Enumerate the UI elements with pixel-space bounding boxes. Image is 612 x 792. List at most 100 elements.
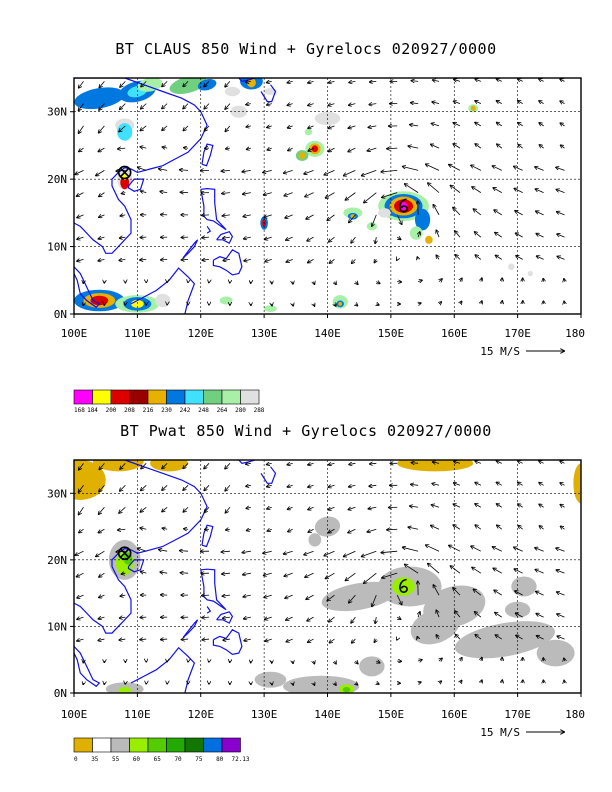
wind-vector [99, 81, 105, 87]
field-contour [117, 123, 133, 141]
wind-vector [329, 638, 335, 643]
wind-vector [436, 610, 440, 618]
wind-vector [140, 528, 147, 529]
wind-vector [305, 572, 314, 577]
wind-vector [374, 639, 376, 642]
wind-vector [120, 463, 126, 469]
wind-vector [284, 550, 293, 554]
wind-vector [397, 237, 400, 239]
gyre-location-marker [117, 165, 132, 180]
wind-vector [556, 548, 565, 552]
wind-vector [535, 570, 544, 574]
field-contour [397, 460, 474, 472]
wind-vector [539, 101, 544, 104]
wind-vector [514, 166, 523, 171]
wind-vector [183, 125, 189, 131]
wind-vector [387, 529, 398, 530]
wind-vector [428, 183, 440, 193]
lon-tick-label: 110E [124, 708, 151, 721]
wind-vector [284, 572, 293, 576]
colorbar-label: 60 [133, 756, 141, 763]
wind-vector [225, 485, 231, 490]
wind-vector [141, 103, 147, 109]
field-contour [169, 78, 207, 94]
field-contour [137, 78, 163, 92]
wind-vector [288, 126, 293, 128]
wind-vector [417, 280, 422, 281]
wind-vector [473, 589, 482, 596]
wind-vector [141, 191, 147, 193]
wind-vector [351, 236, 356, 243]
wind-vector [77, 259, 84, 261]
wind-vector [161, 259, 168, 260]
colorbar-swatch [203, 737, 223, 753]
wind-vector [77, 192, 84, 197]
wind-vector [264, 595, 272, 597]
wind-vector [539, 123, 544, 126]
wind-vector [345, 572, 356, 580]
wind-vector [265, 639, 272, 641]
colorbar-swatch [221, 389, 241, 405]
wind-vector [160, 572, 168, 573]
wind-vector [263, 551, 272, 553]
wind-vector [162, 485, 168, 490]
wind-vector [557, 614, 565, 618]
wind-vector [518, 482, 523, 485]
wind-vector [539, 526, 544, 530]
wind-vector [493, 166, 502, 171]
coastline [206, 225, 212, 234]
wind-vector [502, 301, 503, 304]
wind-vector [382, 572, 398, 578]
wind-vector [267, 529, 272, 531]
wind-vector [78, 125, 84, 133]
wind-vector [223, 639, 230, 640]
wind-vector [267, 463, 272, 464]
coastline [200, 187, 227, 231]
wind-vector [364, 192, 377, 203]
wind-vector [557, 256, 565, 260]
wind-vector [349, 485, 356, 487]
wind-vector [221, 551, 230, 552]
wind-vector [204, 81, 210, 86]
wind-vector [243, 215, 251, 217]
wind-vector [475, 255, 482, 260]
wind-vector [403, 547, 419, 552]
field-contour [414, 208, 431, 231]
wind-vector [475, 144, 482, 149]
lon-tick-label: 120E [188, 327, 215, 340]
wind-vector [141, 572, 147, 574]
wind-vector [308, 81, 314, 82]
wind-vector [265, 259, 272, 261]
lon-tick-label: 140E [314, 327, 341, 340]
wind-vector [329, 259, 335, 263]
coastline [182, 239, 199, 259]
wind-vector [120, 237, 126, 238]
wind-vector [518, 79, 523, 82]
wind-vector [181, 639, 189, 640]
wind-vector [560, 505, 565, 508]
wind-vector [403, 166, 419, 171]
wind-vector [348, 147, 356, 151]
wind-vector [557, 212, 565, 216]
wind-vector [307, 616, 314, 621]
colorbar-label: 55 [112, 756, 120, 763]
wind-vector [349, 214, 356, 223]
wind-vector [327, 594, 335, 600]
wind-vector [247, 148, 251, 149]
wind-vector [99, 507, 105, 514]
wind-vector [265, 237, 272, 239]
wind-vector [514, 569, 523, 574]
wind-vector [369, 104, 377, 105]
wind-vector [535, 189, 544, 193]
wind-vector [475, 504, 482, 508]
wind-vector [418, 612, 420, 618]
coastline [216, 611, 234, 624]
wind-vector [355, 282, 357, 285]
wind-vector [497, 122, 502, 127]
wind-vector [246, 126, 251, 127]
wind-vector [328, 104, 335, 106]
vector-reference-label: 15 M/S [480, 345, 520, 358]
wind-vector [226, 529, 230, 530]
colorbar-swatch [73, 389, 93, 405]
wind-vector [119, 639, 126, 640]
